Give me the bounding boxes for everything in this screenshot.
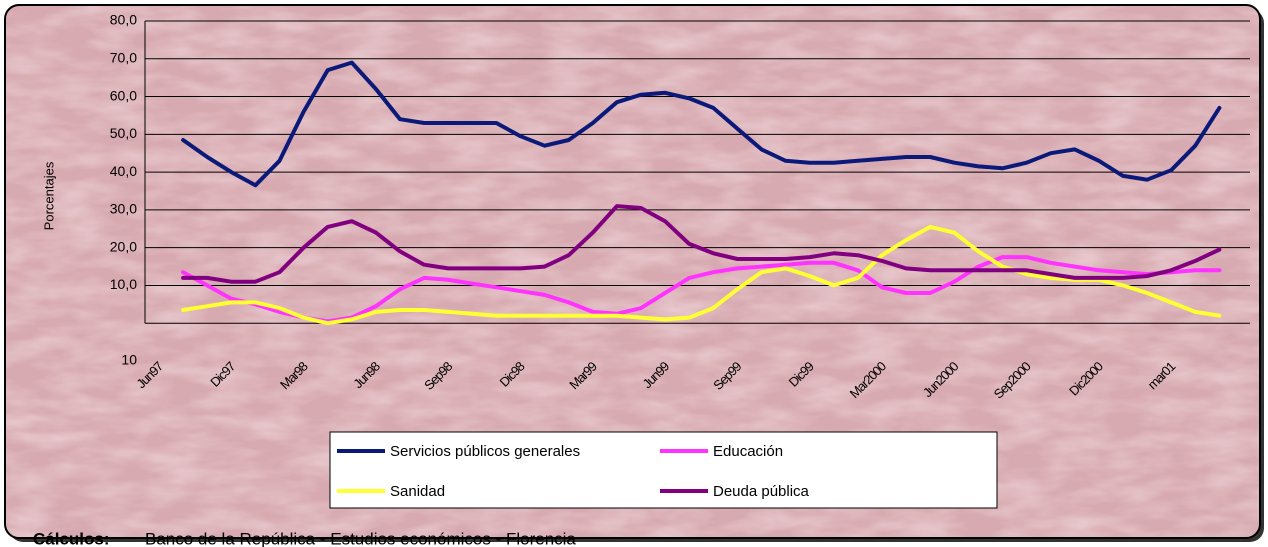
note-label: Cálculos:	[33, 529, 110, 547]
y-axis-label: Porcentajes	[41, 161, 56, 230]
legend-label: Servicios públicos generales	[390, 443, 580, 460]
y-tick-label: 10	[121, 352, 137, 368]
legend-label: Educación	[713, 443, 783, 460]
legend	[329, 431, 998, 509]
y-tick-label: 60,0	[110, 87, 137, 103]
series-line	[181, 204, 1222, 284]
legend-label: Sanidad	[390, 483, 445, 500]
legend-label: Deuda pública	[713, 483, 810, 500]
y-tick-label: 70,0	[110, 49, 137, 65]
note: Banco de la República - Estudios económi…	[145, 529, 576, 547]
y-tick-label: 40,0	[110, 163, 137, 179]
frame	[4, 4, 1261, 539]
series-line	[181, 224, 1222, 326]
y-tick-label: 50,0	[110, 125, 137, 141]
y-tick-label: 10,0	[110, 276, 137, 292]
series-line	[181, 255, 1222, 324]
y-tick-label: 20,0	[110, 238, 137, 254]
y-tick-label: 30,0	[110, 201, 137, 217]
y-tick-label: 80,0	[110, 12, 137, 28]
series-line	[181, 60, 1222, 188]
